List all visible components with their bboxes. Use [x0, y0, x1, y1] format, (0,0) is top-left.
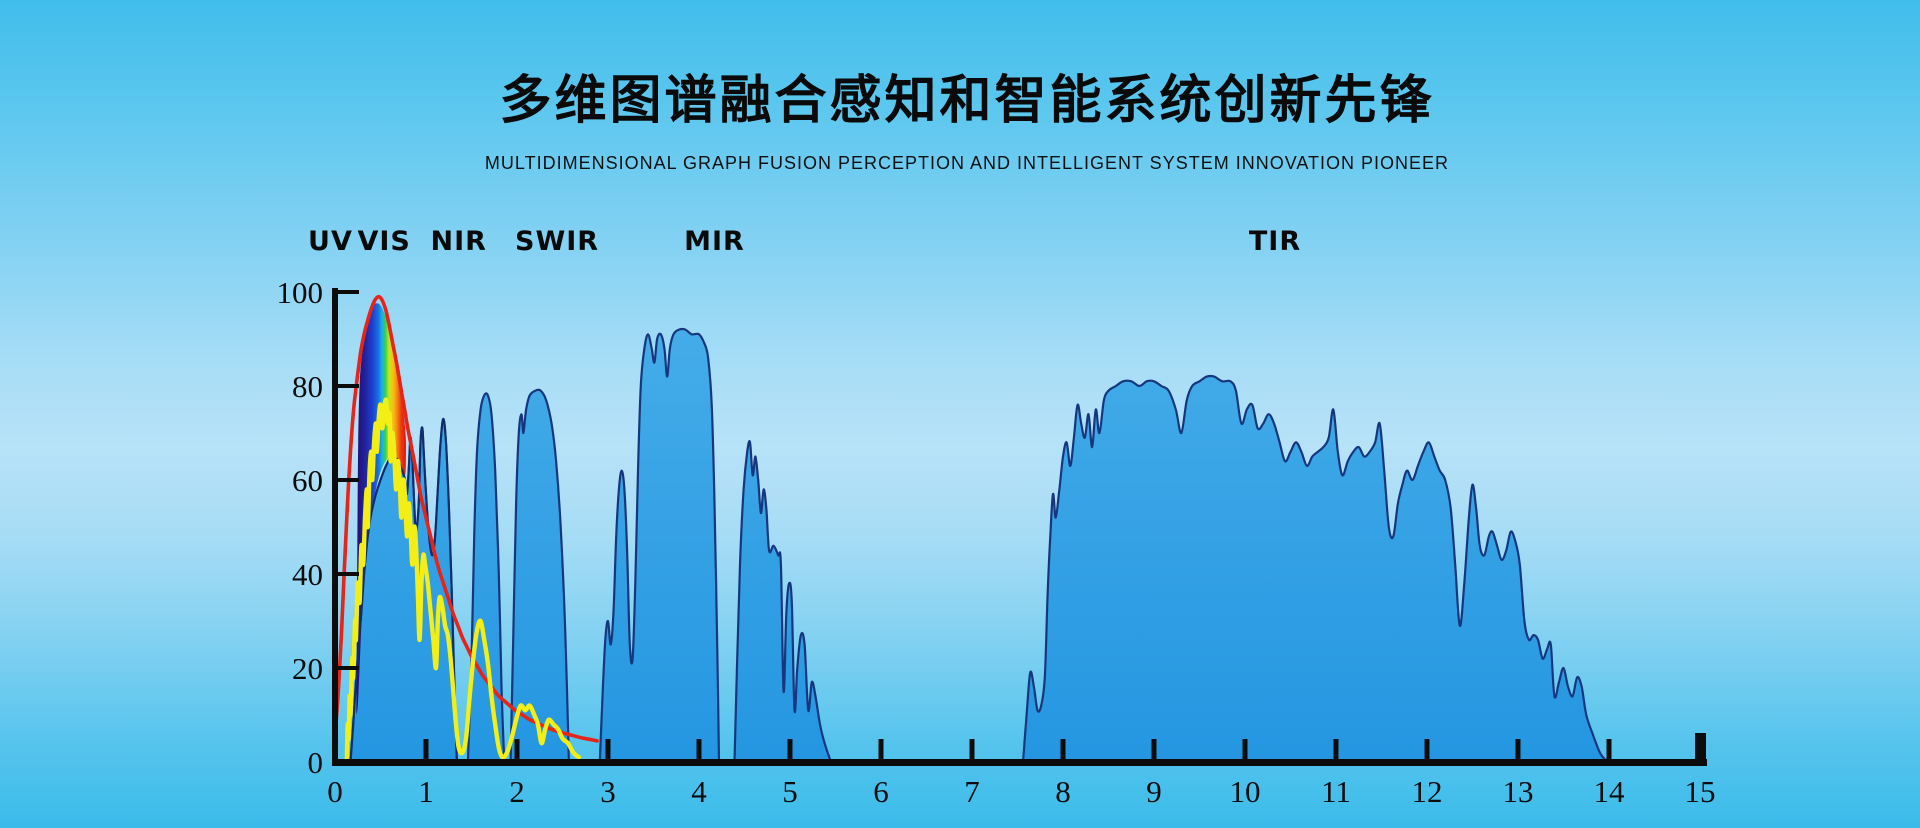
x-tick-label: 12 — [1412, 774, 1443, 809]
x-tick-label: 6 — [873, 774, 889, 809]
x-tick-label: 2 — [509, 774, 525, 809]
page-subtitle: MULTIDIMENSIONAL GRAPH FUSION PERCEPTION… — [484, 153, 1450, 173]
x-tick-label: 7 — [964, 774, 980, 809]
page-title: 多维图谱融合感知和智能系统创新先锋 — [499, 72, 1435, 130]
band-label-swir: SWIR — [515, 226, 599, 257]
y-tick — [338, 290, 359, 294]
x-tick — [1060, 739, 1066, 762]
x-tick-label: 8 — [1055, 774, 1071, 809]
atmosphere-window-area — [1021, 374, 1609, 764]
header: 多维图谱融合感知和智能系统创新先锋 MULTIDIMENSIONAL GRAPH… — [7, 0, 1920, 174]
band-label-tir: TIR — [1249, 226, 1301, 257]
band-label-uv: UV — [308, 226, 353, 257]
ground-solar-curve — [344, 397, 582, 765]
x-tick — [605, 739, 611, 762]
y-tick — [338, 666, 359, 670]
x-tick — [969, 739, 975, 762]
first-window-outline — [349, 417, 458, 763]
x-tick-label: 13 — [1503, 774, 1534, 809]
y-tick-label: 100 — [277, 275, 324, 310]
visible-spectrum-rainbow-fill — [356, 303, 407, 715]
x-tick — [1515, 739, 1521, 762]
x-tick-label: 4 — [691, 774, 707, 809]
atmosphere-window-area — [598, 327, 721, 764]
y-tick — [338, 478, 359, 482]
x-tick — [787, 739, 793, 762]
x-axis — [332, 759, 1707, 766]
y-tick — [338, 384, 359, 388]
atmosphere-window-area — [733, 440, 833, 764]
x-axis-end-tick — [1695, 733, 1706, 762]
x-tick — [1424, 739, 1430, 762]
x-tick-label: 9 — [1146, 774, 1162, 809]
x-tick-label: 11 — [1321, 774, 1351, 809]
x-tick-label: 10 — [1230, 774, 1261, 809]
x-tick — [696, 739, 702, 762]
band-label-vis: VIS — [357, 226, 410, 257]
band-label-mir: MIR — [684, 226, 745, 257]
x-tick — [1333, 739, 1339, 762]
x-tick-label: 15 — [1685, 774, 1716, 809]
blackbody-curve — [334, 294, 599, 743]
y-tick-label: 80 — [292, 369, 323, 404]
y-axis — [332, 288, 338, 765]
x-tick-label: 1 — [418, 774, 434, 809]
y-tick-label: 20 — [292, 651, 323, 686]
x-tick — [1606, 739, 1612, 762]
band-label-nir: NIR — [431, 226, 487, 257]
y-tick-label: 0 — [308, 745, 324, 780]
x-tick-label: 5 — [782, 774, 798, 809]
x-tick-label: 0 — [327, 774, 343, 809]
atmosphere-window-area — [466, 392, 506, 764]
x-tick-label: 3 — [600, 774, 616, 809]
x-tick — [423, 739, 429, 762]
y-tick — [338, 572, 359, 576]
y-tick-label: 60 — [292, 463, 323, 498]
x-tick — [1242, 739, 1248, 762]
x-tick — [514, 739, 520, 762]
atmosphere-window-area — [509, 388, 570, 764]
x-tick — [878, 739, 884, 762]
x-tick — [1151, 739, 1157, 762]
y-tick-label: 40 — [292, 557, 323, 592]
x-tick-label: 14 — [1594, 774, 1626, 809]
